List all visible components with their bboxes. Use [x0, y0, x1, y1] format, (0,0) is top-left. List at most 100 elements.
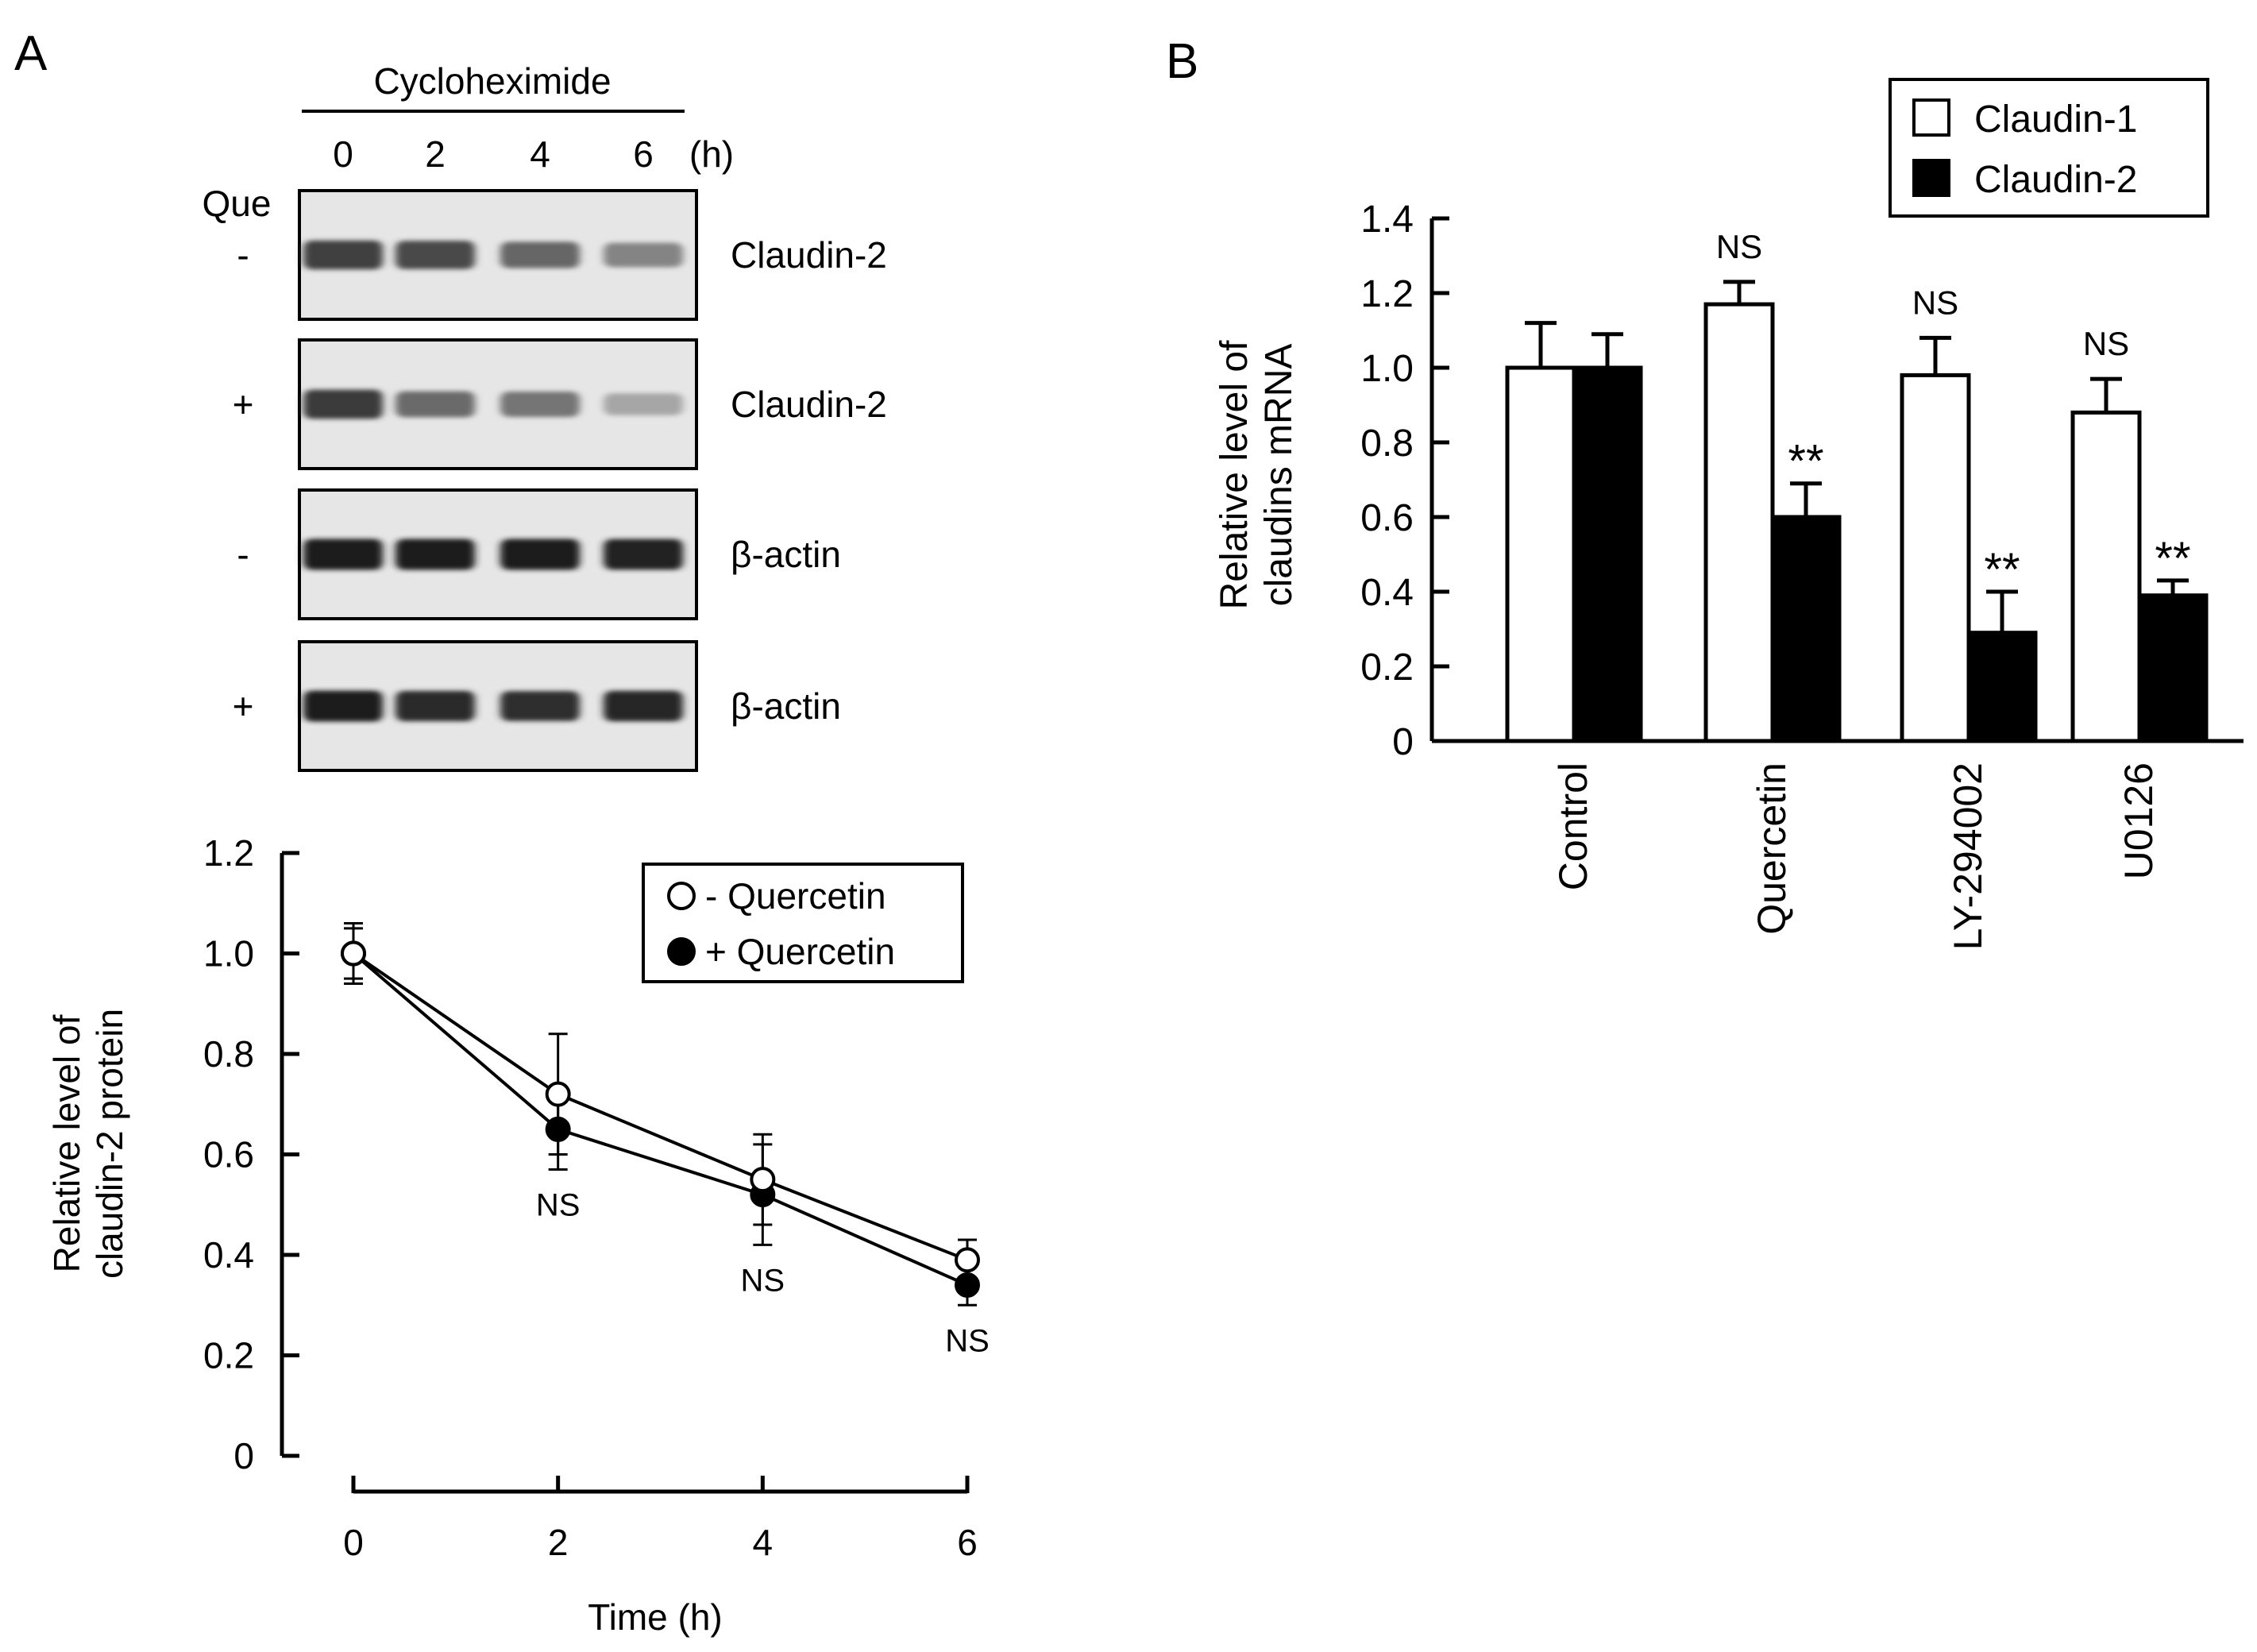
bar-chart-annotation: NS [1716, 228, 1762, 265]
blot-row: + Claudin-2 [233, 338, 887, 470]
line-chart-x-tick-label: 2 [548, 1522, 569, 1563]
line-chart-x-tick-label: 0 [343, 1522, 364, 1563]
blot-band [303, 690, 383, 722]
line-chart-x-tick-label: 6 [957, 1522, 978, 1563]
line-chart-point [955, 1272, 980, 1298]
bar-chart-y-tick-label: 0.2 [1360, 647, 1414, 689]
bar-chart-annotations: NS ** NS ** NS ** [1716, 228, 2191, 596]
line-chart-y-tick-label: 0.2 [203, 1335, 254, 1376]
blot-band [604, 538, 683, 570]
line-chart-point [750, 1167, 776, 1193]
line-chart-series [341, 922, 980, 1307]
line-chart-legend-label: - Quercetin [705, 875, 886, 917]
blot-row-sign: + [233, 384, 254, 425]
blot-band [500, 691, 580, 721]
line-chart-point [545, 1116, 571, 1142]
bar-chart-category-label: Control [1551, 762, 1595, 890]
line-chart-point [955, 1247, 980, 1273]
bar-group-item [1572, 332, 1643, 743]
bar-chart-legend-label: Claudin-1 [1974, 98, 2137, 141]
bar-claudin-1 [1505, 365, 1576, 743]
blot-row: - β-actin [237, 488, 841, 620]
bar-claudin-1 [2070, 410, 2142, 743]
blot-band [303, 240, 383, 270]
line-chart-y-tick-label: 0.4 [203, 1234, 254, 1276]
bar-chart-y-label-line: claudins mRNA [1258, 344, 1300, 607]
blot-band [395, 538, 475, 570]
bar-chart-bars [1505, 280, 2209, 743]
blot-band [500, 392, 580, 417]
line-chart-x-ticks: 0 2 4 6 [343, 1476, 978, 1563]
bar-group-item [1703, 280, 1775, 743]
blot-rows: - Claudin-2 + Claudin-2 - β-actin + β-actin [233, 189, 887, 772]
line-chart-y-tick-label: 0 [233, 1435, 254, 1476]
blot-band [604, 393, 683, 415]
western-blot: Cycloheximide 0 2 4 6 (h) Que - Claudin-2 + Cl… [203, 60, 887, 772]
line-chart-x-tick-label: 4 [753, 1522, 774, 1563]
bar-group-item [2137, 578, 2209, 743]
bar-chart-y-tick-label: 0.4 [1360, 572, 1414, 614]
bar-chart: Relative level of claudins mRNA 0 0.2 0.4 0.… [1213, 78, 2243, 950]
bar-chart-category-labels: Control Quercetin LY-294002 U0126 [1551, 762, 2161, 950]
blot-band [604, 242, 683, 268]
bar-chart-y-ticks: 0 0.2 0.4 0.6 0.8 1.0 1.2 1.4 [1360, 199, 1449, 763]
bar-group-item [1966, 589, 2038, 743]
bar-chart-y-tick-label: 0.8 [1360, 423, 1414, 465]
bar-chart-legend-label: Claudin-2 [1974, 159, 2137, 201]
line-chart-legend-box [642, 863, 964, 983]
panel-a-label: A [14, 26, 48, 81]
line-chart-legend-label: + Quercetin [705, 931, 895, 972]
line-chart-series-line [352, 951, 968, 1287]
bar-chart-annotation: ** [1984, 544, 2020, 596]
line-chart-legend-marker [667, 882, 696, 910]
line-chart-x-axis-label: Time (h) [588, 1596, 723, 1638]
blot-time-label: 2 [425, 133, 446, 175]
bar-chart-y-label-line: Relative level of [1213, 340, 1256, 610]
line-chart-y-label-line: Relative level of [46, 1014, 87, 1272]
bar-group-item [1770, 481, 1842, 743]
blot-row-protein-label: Claudin-2 [731, 384, 887, 425]
line-chart-y-tick-label: 0.6 [203, 1134, 254, 1175]
bar-group-item [1505, 321, 1576, 743]
blot-band [303, 538, 383, 570]
bar-claudin-2 [1966, 631, 2038, 743]
bar-chart-category-label: U0126 [2116, 762, 2161, 879]
blot-time-label: 4 [530, 133, 550, 175]
bar-group-item [1900, 335, 1971, 743]
bar-chart-legend: Claudin-1 Claudin-2 [1889, 78, 2209, 218]
blot-time-labels: 0 2 4 6 [333, 133, 654, 175]
line-chart-series-line [352, 951, 968, 1262]
bar-claudin-2 [1572, 365, 1643, 743]
bar-chart-y-axis-label: Relative level of claudins mRNA [1213, 340, 1300, 610]
bar-claudin-1 [1900, 372, 1971, 743]
line-chart-y-tick-label: 0.8 [203, 1033, 254, 1075]
line-chart-legend-marker [667, 937, 696, 966]
line-chart: Relative level of claudin-2 protein 0 0.2 0… [46, 832, 990, 1638]
bar-group-item [2070, 376, 2142, 743]
bar-chart-y-tick-label: 1.4 [1360, 199, 1414, 241]
blot-band [395, 690, 475, 722]
panel-b-label: B [1166, 34, 1198, 89]
line-chart-point [545, 1081, 571, 1107]
bar-chart-y-tick-label: 1.0 [1360, 348, 1414, 390]
blot-band [500, 538, 580, 570]
blot-que-label: Que [203, 183, 272, 224]
line-chart-y-label-line: claudin-2 protein [89, 1009, 130, 1279]
bar-chart-y-tick-label: 0.6 [1360, 497, 1414, 539]
blot-row-protein-label: β-actin [731, 534, 841, 575]
bar-chart-annotation: ** [2155, 533, 2190, 585]
bar-chart-annotation: NS [2083, 325, 2129, 362]
blot-treatment-label: Cycloheximide [373, 60, 611, 102]
bar-chart-annotation: NS [1912, 284, 1958, 321]
line-chart-annotations: NS NS NS [536, 1187, 990, 1358]
blot-band [395, 241, 475, 269]
line-chart-annotation: NS [741, 1263, 785, 1298]
blot-band [395, 391, 475, 418]
bar-claudin-2 [2137, 593, 2209, 743]
bar-chart-y-tick-label: 1.2 [1360, 273, 1414, 315]
blot-row-sign: - [237, 234, 249, 276]
line-chart-y-tick-label: 1.0 [203, 933, 254, 975]
blot-time-label: 0 [333, 133, 353, 175]
line-chart-series-plus-quercetin [344, 927, 977, 1307]
